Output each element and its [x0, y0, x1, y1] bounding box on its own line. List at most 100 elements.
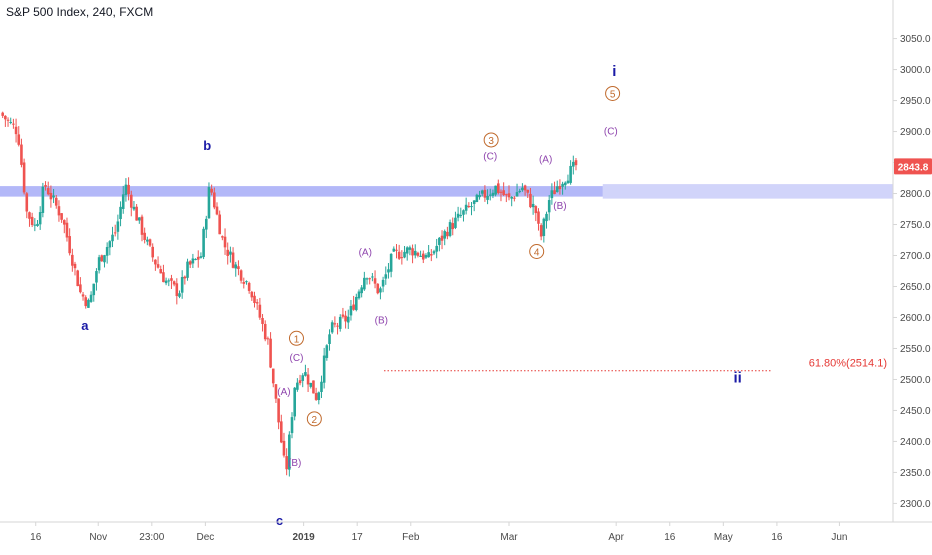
candle-body: [475, 194, 479, 203]
candle-body: [403, 251, 406, 258]
candle-body: [247, 282, 251, 291]
candle-body: [57, 206, 61, 216]
candle-body: [472, 200, 476, 204]
candle-body: [502, 190, 505, 196]
candle-body: [202, 228, 205, 257]
price-tick-label: 2700.0: [900, 251, 931, 262]
candle-body: [172, 281, 176, 285]
candle-body: [572, 161, 575, 167]
candle-body: [507, 193, 511, 198]
price-tick-label: 2800.0: [900, 189, 931, 200]
candle-body: [550, 190, 554, 199]
candle-body: [467, 205, 471, 207]
candle-body: [269, 338, 272, 368]
price-tick-label: 2750.0: [900, 220, 931, 231]
resistance-zone: [0, 186, 603, 197]
price-tick-label: 2550.0: [900, 344, 931, 355]
candle-body: [526, 189, 530, 193]
candle-body: [186, 261, 189, 278]
last-price-label: 2843.8: [898, 162, 929, 173]
candle-body: [392, 248, 396, 252]
fib-618-label: 61.80%(2514.1): [809, 358, 887, 370]
candle-body: [371, 276, 374, 278]
wave-label-intermediate: 2: [312, 415, 318, 426]
candle-body: [285, 456, 288, 470]
wave-label-minor: (C): [290, 353, 304, 364]
candle-body: [298, 380, 302, 384]
candle-body: [435, 245, 438, 252]
candle-body: [290, 417, 294, 434]
candles-layer: [1, 111, 578, 477]
candle-body: [352, 304, 355, 310]
price-tick-label: 2900.0: [900, 127, 931, 138]
candle-body: [405, 247, 409, 254]
wave-label-minor: (A): [277, 387, 290, 398]
candle-body: [411, 248, 414, 256]
candle-body: [156, 264, 160, 268]
time-tick-label: Apr: [608, 532, 624, 543]
candle-body: [73, 263, 77, 269]
candle-body: [132, 206, 136, 210]
candle-body: [97, 257, 101, 271]
candle-body: [81, 294, 85, 297]
candle-body: [424, 255, 428, 258]
wave-label-primary: a: [81, 318, 89, 333]
candle-body: [333, 323, 337, 325]
candle-body: [6, 119, 10, 121]
candle-body: [443, 231, 447, 239]
candle-body: [338, 316, 342, 329]
candle-body: [71, 254, 74, 266]
candle-body: [421, 253, 425, 260]
candle-body: [499, 191, 503, 193]
candle-body: [293, 387, 296, 417]
candle-body: [317, 392, 321, 401]
candle-body: [105, 247, 109, 256]
candle-body: [1, 112, 4, 116]
candle-body: [483, 189, 487, 198]
candle-body: [446, 231, 449, 237]
candle-body: [379, 288, 382, 293]
candle-body: [135, 206, 138, 221]
candle-body: [531, 203, 535, 208]
candle-body: [231, 252, 235, 268]
candle-body: [204, 218, 208, 230]
candle-body: [17, 134, 21, 145]
wave-label-primary: b: [203, 138, 211, 153]
candle-body: [41, 186, 45, 213]
candle-body: [306, 374, 310, 385]
candle-body: [553, 190, 556, 195]
price-tick-label: 3050.0: [900, 34, 931, 45]
candle-body: [143, 232, 146, 240]
candle-body: [510, 196, 513, 199]
candle-body: [312, 380, 315, 394]
candle-body: [218, 214, 221, 235]
time-tick-label: 23:00: [139, 532, 164, 543]
candle-body: [237, 266, 240, 270]
candle-body: [274, 384, 278, 399]
candle-body: [558, 185, 562, 190]
wave-label-minor: (C): [604, 127, 618, 138]
candle-body: [229, 251, 232, 255]
time-tick-label: Mar: [500, 532, 518, 543]
candle-body: [400, 257, 404, 259]
candle-body: [65, 222, 69, 238]
candle-body: [440, 235, 444, 241]
candle-body: [363, 277, 366, 290]
candle-body: [494, 185, 497, 195]
candle-body: [207, 187, 211, 219]
candle-body: [427, 252, 430, 258]
fib-layer: 61.80%(2514.1): [383, 358, 887, 372]
candle-body: [518, 190, 522, 192]
candle-body: [325, 345, 329, 358]
candle-body: [464, 204, 468, 211]
candle-body: [183, 276, 187, 279]
candle-body: [36, 223, 39, 227]
candle-body: [355, 296, 358, 311]
candle-body: [148, 239, 152, 246]
candle-body: [496, 183, 500, 193]
candle-body: [344, 315, 347, 322]
time-tick-label: 17: [352, 532, 364, 543]
candle-body: [33, 224, 37, 226]
